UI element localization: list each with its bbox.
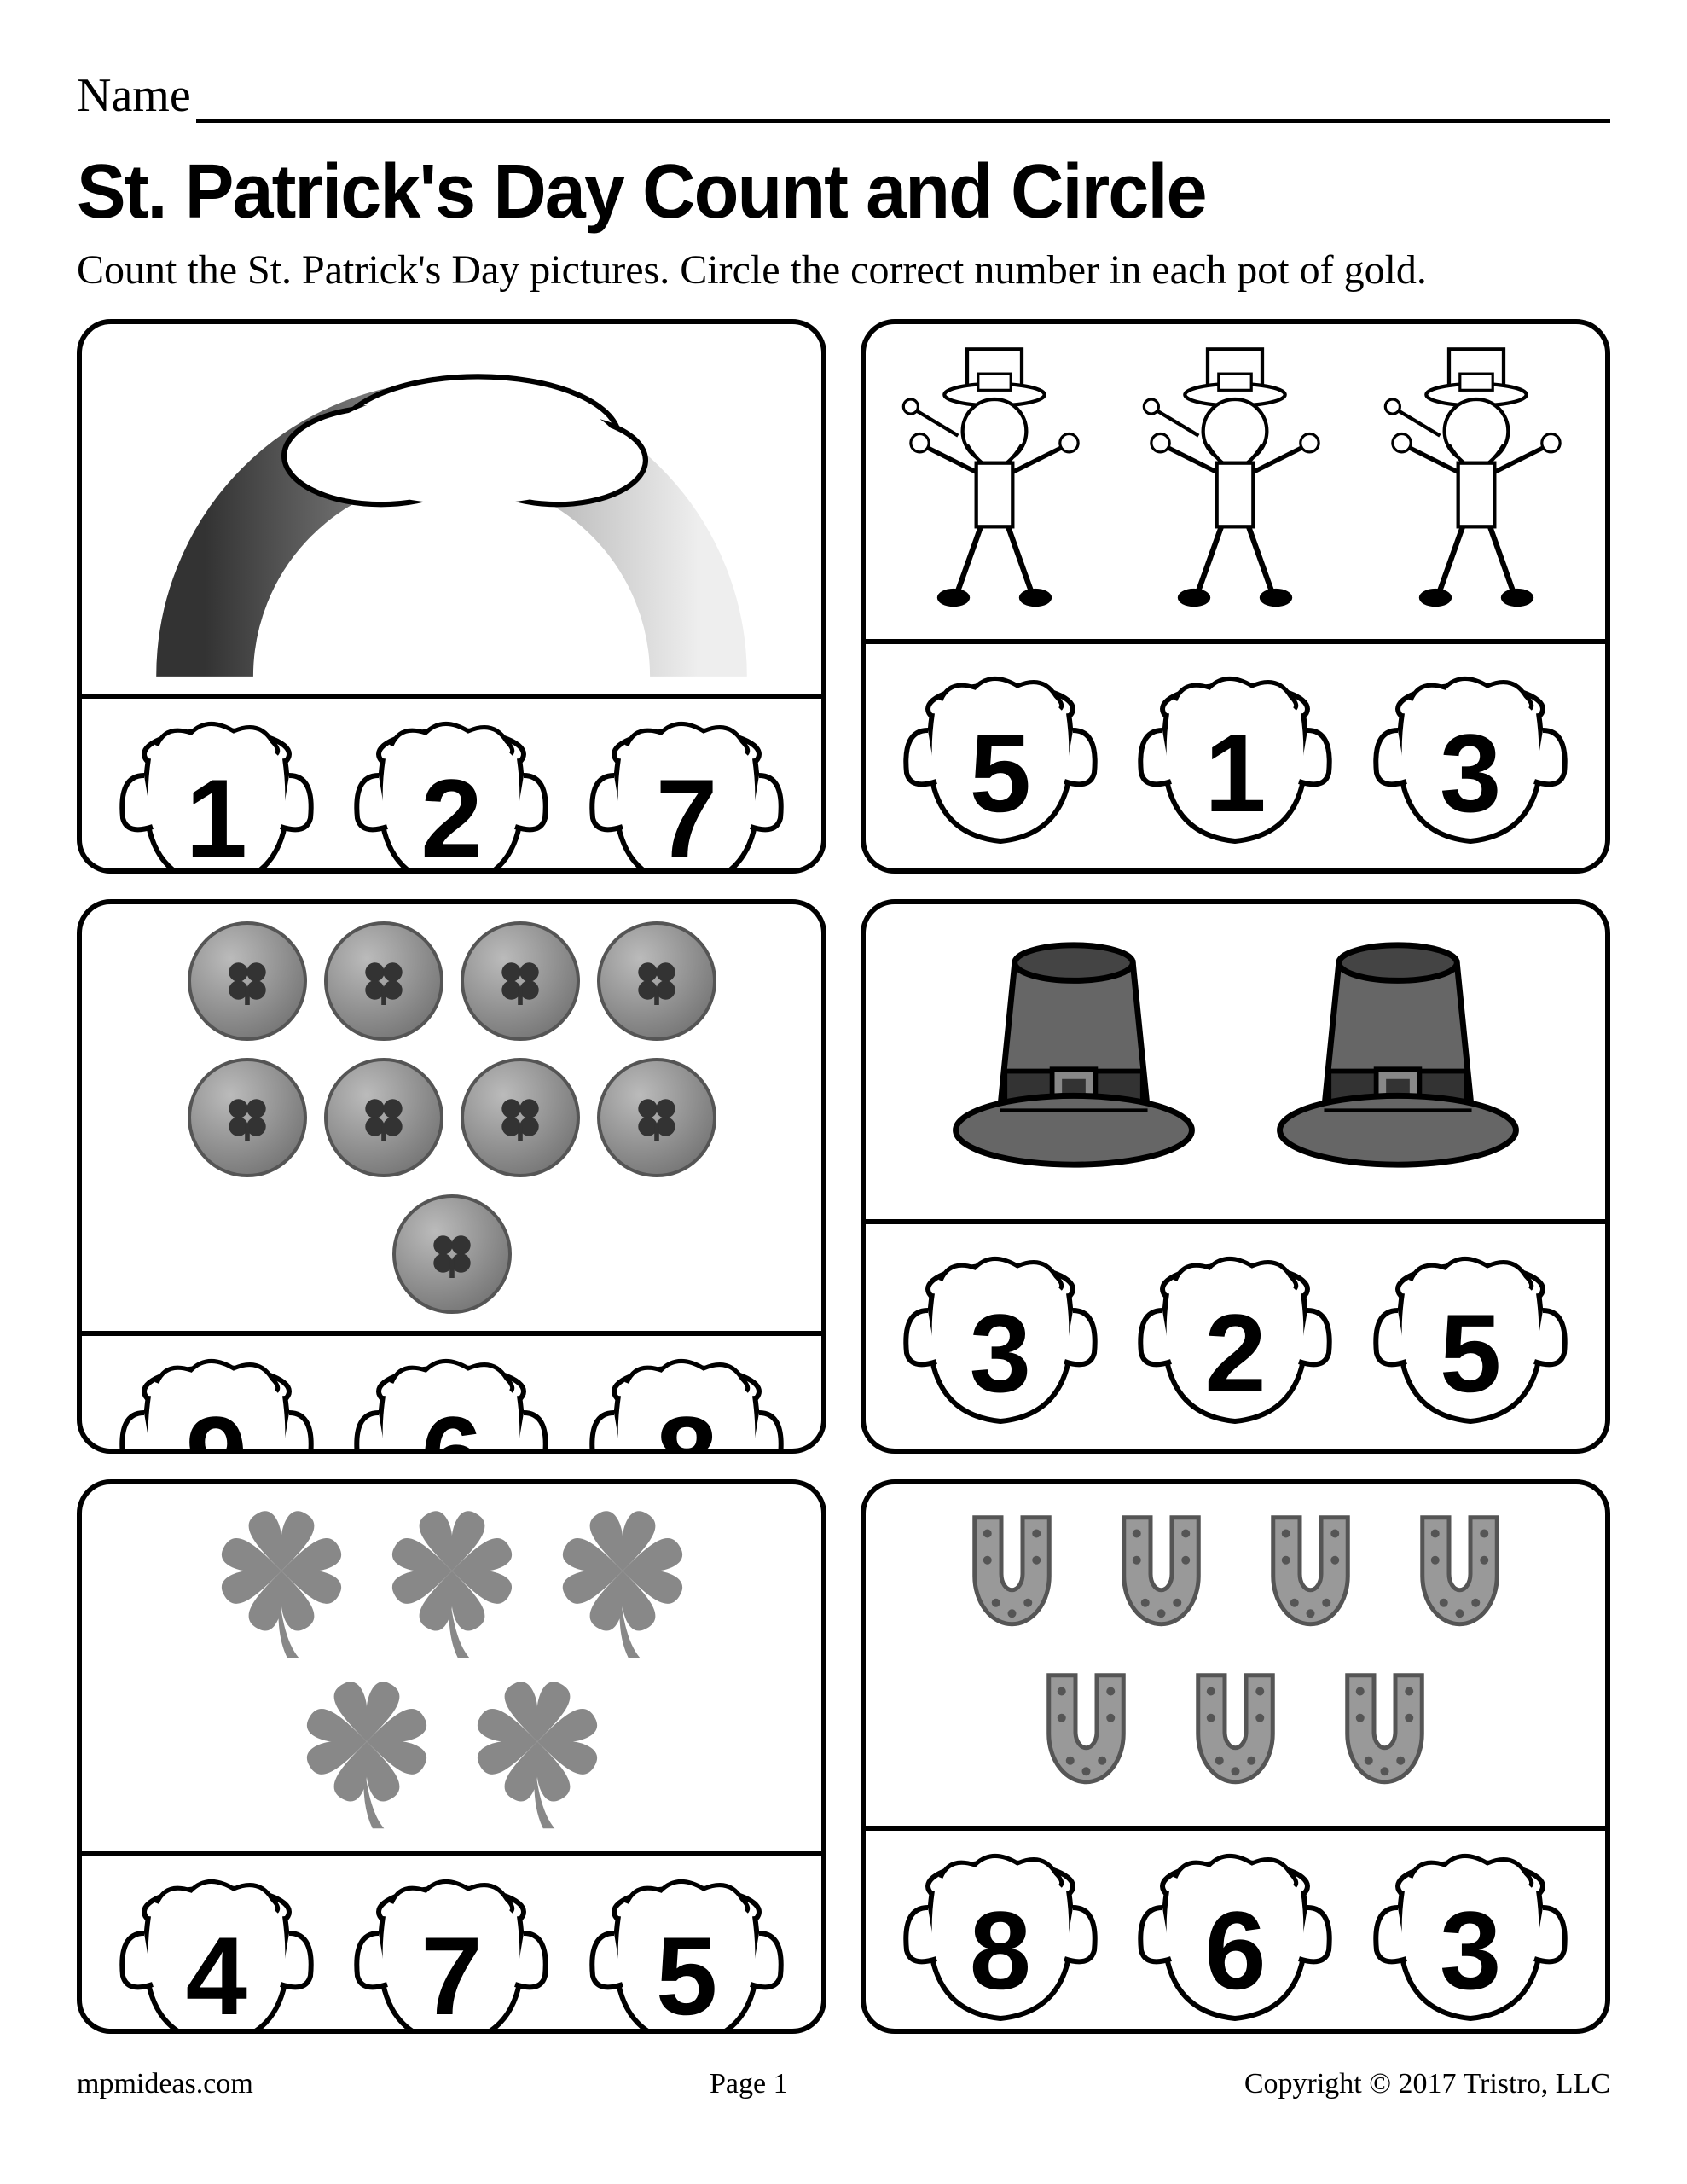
cell-leprechaun: 5 1 3 — [861, 319, 1610, 874]
coin-icon — [324, 1058, 443, 1177]
answers-coins: 9 6 8 — [82, 1331, 821, 1454]
coin-icon — [392, 1194, 512, 1314]
clover-icon — [294, 1672, 439, 1834]
footer-right: Copyright © 2017 Tristro, LLC — [1244, 2068, 1610, 2100]
coin-icon — [188, 1058, 307, 1177]
horseshoe-icon — [1169, 1659, 1301, 1809]
coin-icon — [597, 921, 716, 1041]
pot-number: 3 — [970, 1298, 1031, 1409]
answers-clovers: 4 7 5 — [82, 1851, 821, 2034]
pot-option[interactable]: 8 — [898, 1839, 1103, 2027]
pot-option[interactable]: 5 — [1368, 1242, 1573, 1430]
clover-icon — [465, 1672, 610, 1834]
answers-leprechaun: 5 1 3 — [866, 639, 1605, 868]
pot-number: 9 — [186, 1400, 247, 1454]
horseshoe-icon — [1394, 1502, 1526, 1651]
hat-icon — [946, 933, 1202, 1189]
horseshoe-icon — [946, 1502, 1078, 1651]
leprechaun-icon — [1383, 345, 1570, 618]
pot-number: 4 — [186, 1920, 247, 2031]
cell-rainbow: 1 2 7 — [77, 319, 826, 874]
pot-option[interactable]: 6 — [349, 1345, 554, 1454]
pot-number: 2 — [1204, 1298, 1266, 1409]
footer-center: Page 1 — [710, 2068, 788, 2100]
pot-number: 6 — [1204, 1895, 1266, 2006]
clover-icon — [380, 1502, 525, 1664]
picture-horseshoes — [866, 1484, 1605, 1826]
picture-rainbow — [82, 324, 821, 694]
pot-number: 1 — [186, 763, 247, 874]
clover-icon — [550, 1502, 695, 1664]
pot-option[interactable]: 2 — [349, 707, 554, 874]
horseshoe-icon — [1319, 1659, 1451, 1809]
cell-coins: 9 6 8 — [77, 899, 826, 1454]
clover-icon — [209, 1502, 354, 1664]
pot-number: 5 — [1440, 1298, 1501, 1409]
pot-option[interactable]: 5 — [898, 662, 1103, 850]
pot-option[interactable]: 1 — [1133, 662, 1337, 850]
horseshoe-icon — [1020, 1659, 1152, 1809]
picture-coins — [82, 904, 821, 1331]
pot-option[interactable]: 3 — [1368, 1839, 1573, 2027]
pot-option[interactable]: 3 — [1368, 662, 1573, 850]
pot-number: 5 — [656, 1920, 717, 2031]
horseshoe-icon — [1244, 1502, 1377, 1651]
hat-icon — [1270, 933, 1526, 1189]
coin-icon — [461, 921, 580, 1041]
picture-clovers — [82, 1484, 821, 1851]
cell-hats: 3 2 5 — [861, 899, 1610, 1454]
picture-hats — [866, 904, 1605, 1219]
pot-number: 8 — [970, 1895, 1031, 2006]
pot-number: 3 — [1440, 1895, 1501, 2006]
pot-number: 1 — [1204, 717, 1266, 828]
cell-horseshoes: 8 6 3 — [861, 1479, 1610, 2034]
pot-number: 3 — [1440, 717, 1501, 828]
rainbow-icon — [99, 341, 804, 677]
page-title: St. Patrick's Day Count and Circle — [77, 148, 1549, 236]
pot-option[interactable]: 2 — [1133, 1242, 1337, 1430]
cell-clovers: 4 7 5 — [77, 1479, 826, 2034]
answers-hats: 3 2 5 — [866, 1219, 1605, 1449]
coin-icon — [188, 921, 307, 1041]
name-field-row: Name — [77, 68, 1610, 123]
pot-option[interactable]: 1 — [114, 707, 319, 874]
name-input-line[interactable] — [196, 75, 1610, 123]
pot-number: 7 — [420, 1920, 482, 2031]
picture-leprechaun — [866, 324, 1605, 639]
pot-option[interactable]: 9 — [114, 1345, 319, 1454]
leprechaun-icon — [1141, 345, 1329, 618]
pot-number: 8 — [656, 1400, 717, 1454]
name-label: Name — [77, 68, 191, 123]
pot-number: 6 — [420, 1400, 482, 1454]
pot-number: 7 — [656, 763, 717, 874]
pot-option[interactable]: 7 — [349, 1865, 554, 2034]
pot-option[interactable]: 3 — [898, 1242, 1103, 1430]
instructions-text: Count the St. Patrick's Day pictures. Ci… — [77, 247, 1610, 293]
coin-icon — [461, 1058, 580, 1177]
horseshoe-icon — [1095, 1502, 1227, 1651]
coin-icon — [324, 921, 443, 1041]
answers-horseshoes: 8 6 3 — [866, 1826, 1605, 2034]
leprechaun-icon — [901, 345, 1088, 618]
pot-option[interactable]: 8 — [584, 1345, 789, 1454]
worksheet-grid: 1 2 7 5 1 3 — [77, 319, 1610, 2034]
footer-left: mpmideas.com — [77, 2068, 253, 2100]
answers-rainbow: 1 2 7 — [82, 694, 821, 874]
pot-option[interactable]: 4 — [114, 1865, 319, 2034]
page-footer: mpmideas.com Page 1 Copyright © 2017 Tri… — [77, 2068, 1610, 2100]
pot-option[interactable]: 6 — [1133, 1839, 1337, 2027]
coin-icon — [597, 1058, 716, 1177]
pot-number: 2 — [420, 763, 482, 874]
pot-option[interactable]: 5 — [584, 1865, 789, 2034]
pot-option[interactable]: 7 — [584, 707, 789, 874]
pot-number: 5 — [970, 717, 1031, 828]
